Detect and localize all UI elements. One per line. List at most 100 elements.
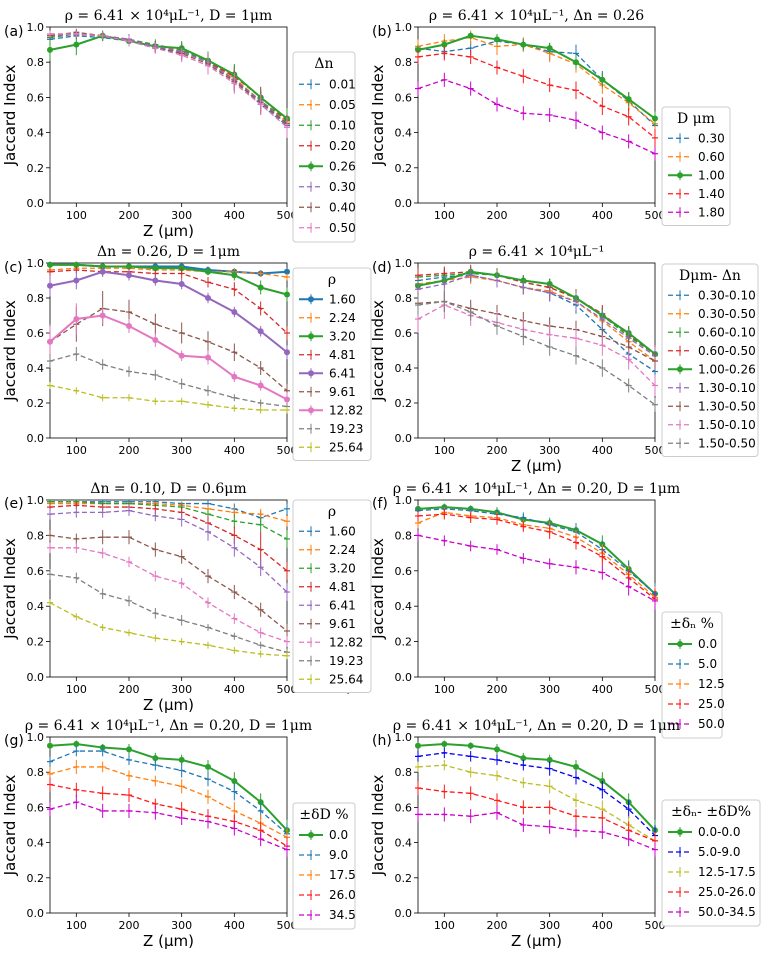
data-point [47,742,53,749]
legend: ±δD % 0.0 9.0 17.5 26.0 34.5 [292,802,356,930]
series-19.23 [47,347,290,410]
data-point [152,265,159,272]
data-point [494,36,500,43]
x-tick-label: 400 [592,683,613,696]
series-line [417,276,656,362]
legend-entry: 50.0 [698,717,725,731]
legend-entry: 3.20 [329,561,356,575]
plot-area [49,499,288,678]
legend-entry: 0.10 [329,118,356,132]
legend-entry: 12.5 [698,677,725,691]
legend-entry: 4.81 [329,348,356,362]
series-34.5 [47,795,290,857]
legend-entry: 34.5 [329,908,356,922]
legend-entry: 0.60-0.10 [698,325,756,339]
y-tick-label: 1.0 [395,731,413,744]
y-tick-label: 0.0 [395,907,413,920]
y-tick-label: 0.4 [395,127,413,140]
legend-entry: 9.61 [329,617,356,631]
y-tick-label: 1.0 [395,21,413,34]
data-point [520,755,527,762]
chart-title: ρ = 6.41 × 10⁴μL⁻¹ [469,244,605,260]
legend: ±δₙ % 0.0 5.0 12.5 25.0 50.0 [661,611,725,739]
series-line [49,783,288,847]
data-point [441,741,448,748]
data-point [47,282,53,289]
x-tick-label: 200 [119,919,140,932]
y-axis-label: Jaccard Index [1,64,19,166]
data-point [257,284,264,291]
series-line [49,269,288,334]
legend-handle-marker [677,172,683,179]
series-line [49,314,288,401]
x-tick-label: 500 [645,683,666,696]
legend-entry: 0.30 [698,131,725,145]
series-25.64 [47,599,290,660]
legend: ρ 1.60 2.24 3.20 4.81 6.41 9.61 12.82 19.23 25.64 [292,499,372,693]
data-point [47,338,53,345]
legend-entry: 4.81 [329,580,356,594]
legend-entry: 19.23 [329,422,363,436]
legend-entry: 0.40 [329,200,356,214]
data-point [467,742,474,749]
panel-c: (c) Δn = 0.26, D = 1μm 0.0 0.2 0.4 0.6 0.8 1.0 1… [1,244,372,461]
legend: Dμm- Δn 0.30-0.10 0.30-0.50 0.60-0.10 0.60-0… [661,263,759,457]
plot-area [49,26,288,204]
x-tick-label: 200 [487,444,508,457]
legend-title: ρ [328,272,336,288]
data-point [152,755,159,762]
y-tick-label: 0.6 [27,327,45,340]
chart-title: ρ = 6.41 × 10⁴μL⁻¹, Δn = 0.20, D = 1μm [393,718,680,734]
legend-entry: 19.23 [329,654,363,668]
data-point [284,349,290,356]
panel-g: (g)ρ = 6.41 × 10⁴μL⁻¹, Δn = 0.20, D = 1μ… [1,718,356,950]
x-tick-label: 300 [539,919,560,932]
legend-handle-marker [677,641,683,647]
panel-label: (h) [372,733,392,749]
panel-label: (b) [372,24,392,40]
legend-entry: 1.00-0.26 [698,362,756,376]
series-line [49,602,288,657]
legend-entry: 9.61 [329,385,356,399]
y-tick-label: 0.6 [27,565,45,578]
plot-area [49,736,288,914]
x-tick-label: 500 [277,919,298,932]
panel-label: (d) [372,260,392,276]
panel-a: (a)ρ = 6.41 × 10⁴μL⁻¹, D = 1μm0.00.20.40… [1,8,356,243]
y-tick-label: 0.2 [27,397,45,410]
legend-entry: 12.5-17.5 [698,865,756,879]
legend-entry: 12.82 [329,635,363,649]
legend-entry: 0.30-0.10 [698,288,756,302]
y-tick-label: 0.6 [395,327,413,340]
series-6.41 [47,266,290,360]
series-line [417,52,656,139]
x-tick-label: 300 [539,209,560,222]
chart-title: Δn = 0.26, D = 1μm [97,244,240,260]
data-point [546,45,553,52]
series-4.81 [47,266,290,340]
plot-area [49,262,288,439]
legend-entry: 1.50-0.50 [698,436,756,450]
legend: ρ 1.60 2.24 3.20 4.81 6.41 9.61 12.82 19.23 25.64 [292,267,372,461]
legend-entry: 50.0-34.5 [698,905,756,919]
legend-handle-marker [308,832,314,838]
data-point [73,261,80,268]
chart-title: ρ = 6.41 × 10⁴μL⁻¹, D = 1μm [65,8,273,24]
y-axis-label: Jaccard Index [369,538,387,640]
x-tick-label: 500 [277,683,298,696]
legend-title: ρ [328,504,336,520]
x-tick-label: 500 [645,209,666,222]
legend-handle-marker [308,163,314,170]
chart-title: Δn = 0.10, D = 0.6μm [90,481,246,497]
series-line [49,504,288,572]
y-tick-label: 1.0 [27,731,45,744]
legend-title: ±δD % [299,807,348,823]
y-tick-label: 0.4 [27,127,45,140]
data-point [152,277,159,284]
legend-entry: 5.0-9.0 [698,845,741,859]
series-1.30-0.10 [415,268,658,365]
x-tick-label: 100 [66,209,87,222]
data-point [73,41,80,48]
y-tick-label: 0.6 [27,91,45,104]
